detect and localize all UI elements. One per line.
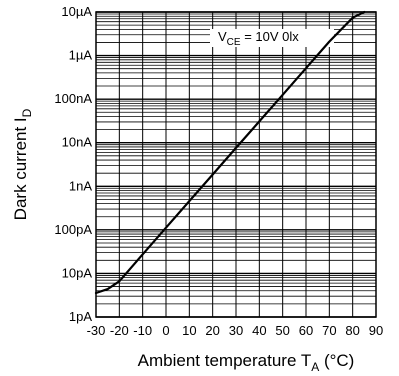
x-tick-labels: -30 -20 -10 0 10 20 30 40 50 60 70 80 90 — [87, 323, 384, 338]
x-axis-label: Ambient temperature TA (°C) — [138, 351, 355, 374]
annotation-background — [210, 29, 334, 47]
x-tick-label: 40 — [252, 323, 266, 338]
y-tick-label: 1µA — [69, 48, 93, 63]
y-tick-label: 10pA — [62, 265, 93, 280]
x-tick-label: -30 — [87, 323, 106, 338]
x-tick-label: 20 — [205, 323, 219, 338]
y-tick-labels: 1pA 10pA 100pA 1nA 10nA 100nA 1µA 10µA — [54, 4, 92, 324]
y-axis-label: Dark current ID — [11, 108, 34, 220]
y-tick-label: 1nA — [69, 178, 92, 193]
x-tick-label: 10 — [182, 323, 196, 338]
x-tick-label: 30 — [229, 323, 243, 338]
y-tick-label: 10nA — [62, 135, 93, 150]
x-tick-label: -20 — [110, 323, 129, 338]
series-line — [94, 10, 366, 295]
annotation-text: VCE = 10V 0lx — [218, 29, 299, 48]
x-tick-label: -10 — [133, 323, 152, 338]
x-tick-label: 90 — [369, 323, 383, 338]
x-tick-label: 60 — [299, 323, 313, 338]
plot-frame — [95, 11, 377, 318]
x-tick-label: 0 — [162, 323, 169, 338]
condition-annotation: VCE = 10V 0lx — [210, 29, 334, 48]
x-tick-label: 80 — [345, 323, 359, 338]
y-tick-label: 1pA — [69, 309, 92, 324]
x-tick-label: 50 — [275, 323, 289, 338]
y-tick-label: 100nA — [54, 91, 92, 106]
y-tick-label: 100pA — [54, 222, 92, 237]
y-tick-label: 10µA — [61, 4, 92, 19]
x-tick-label: 70 — [322, 323, 336, 338]
